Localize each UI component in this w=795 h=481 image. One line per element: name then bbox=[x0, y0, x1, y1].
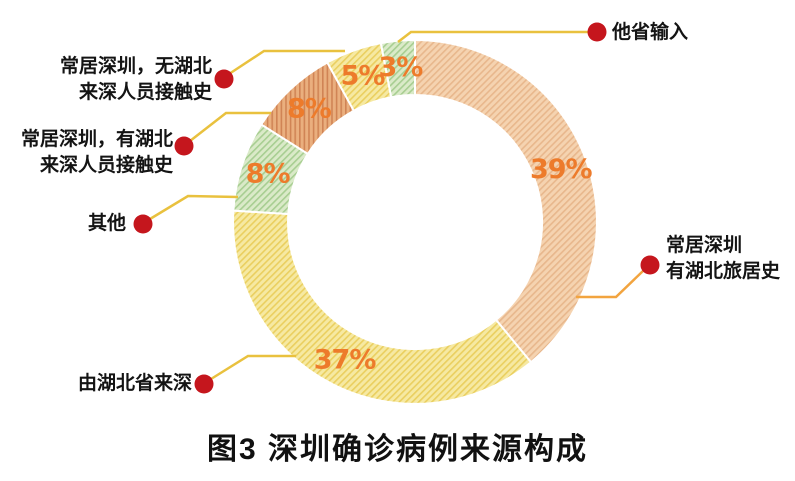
segment-value-label-4: 5% bbox=[341, 61, 386, 92]
dot-other-province-import bbox=[587, 22, 607, 42]
callout-resident-hubei-travel-history: 常居深圳 有湖北旅居史 bbox=[666, 233, 780, 285]
dot-resident-hubei-travel-history bbox=[640, 255, 660, 275]
callout-label: 由湖北省来深 bbox=[77, 373, 192, 394]
dot-from-hubei-to-shenzhen bbox=[194, 374, 214, 394]
donut-chart: 39% 37% 8% 8% 5%3% bbox=[232, 38, 598, 405]
connector-resident-with-hubei-contact bbox=[189, 111, 271, 142]
connector-other-province-import bbox=[397, 30, 588, 43]
callout-label: 其他 bbox=[87, 213, 126, 234]
callout-resident-with-hubei-contact: 常居深圳，有湖北 来深人员接触史 bbox=[21, 127, 173, 179]
callout-label: 常居深圳，无湖北 bbox=[59, 56, 212, 77]
callout-label: 有湖北旅居史 bbox=[666, 261, 781, 282]
callout-other: 其他 bbox=[88, 211, 126, 237]
connector-from-hubei-to-shenzhen bbox=[210, 354, 296, 381]
segment-value-label-3: 8% bbox=[287, 94, 332, 125]
callout-connectors bbox=[149, 30, 645, 381]
callout-dots bbox=[133, 22, 660, 394]
callout-label: 来深人员接触史 bbox=[78, 82, 212, 103]
connector-other bbox=[149, 194, 239, 221]
segment-value-label-5: 3% bbox=[378, 52, 423, 83]
donut-segment-0 bbox=[414, 38, 598, 364]
connector-resident-without-hubei-contact bbox=[228, 49, 345, 76]
callout-from-hubei-to-shenzhen: 由湖北省来深 bbox=[78, 371, 192, 397]
dot-other bbox=[133, 214, 153, 234]
segment-value-label-2: 8% bbox=[246, 159, 291, 190]
callout-label: 常居深圳，有湖北 bbox=[20, 129, 173, 150]
callout-label: 来深人员接触史 bbox=[39, 155, 173, 176]
callout-other-province-import: 他省输入 bbox=[612, 20, 688, 46]
dot-resident-with-hubei-contact bbox=[174, 136, 194, 156]
callout-resident-without-hubei-contact: 常居深圳，无湖北 来深人员接触史 bbox=[60, 54, 212, 106]
donut-segment-5 bbox=[379, 38, 416, 99]
callout-label: 常居深圳 bbox=[666, 235, 743, 256]
donut-segment-1 bbox=[232, 209, 533, 405]
segment-value-label-0: 39% bbox=[530, 154, 593, 185]
callout-label: 他省输入 bbox=[612, 22, 689, 43]
dot-resident-without-hubei-contact bbox=[214, 69, 234, 89]
segment-value-label-1: 37% bbox=[314, 345, 377, 376]
figure-title: 图3 深圳确诊病例来源构成 bbox=[206, 433, 589, 466]
connector-resident-hubei-travel-history bbox=[576, 269, 645, 299]
